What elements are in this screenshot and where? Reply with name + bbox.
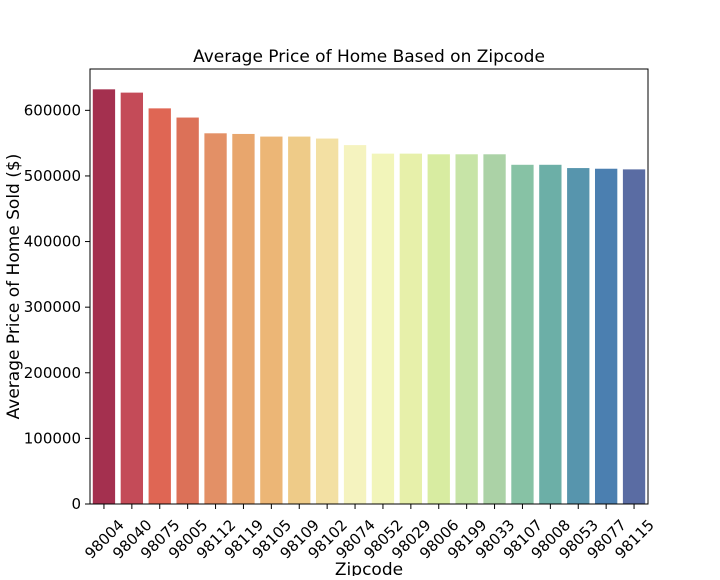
- bar-98105: [260, 136, 283, 504]
- y-tick-label: 600000: [24, 101, 81, 119]
- bar-98107: [511, 164, 534, 505]
- bar-98119: [232, 133, 255, 504]
- bar-98115: [622, 169, 646, 504]
- bar-98109: [288, 136, 311, 504]
- y-tick-label: 0: [71, 495, 81, 513]
- x-axis-label: Zipcode: [335, 560, 403, 576]
- y-axis: 0 100000 200000 300000 400000 500000 600000: [24, 101, 90, 513]
- bar-98053: [567, 168, 590, 504]
- bars-layer: [92, 89, 646, 505]
- bar-98006: [427, 154, 450, 505]
- plot-frame: [89, 68, 649, 505]
- bar-98112: [204, 133, 227, 505]
- bar-98077: [594, 168, 618, 505]
- chart-title: Average Price of Home Based on Zipcode: [193, 47, 545, 67]
- bar-98033: [483, 154, 506, 505]
- bar-98102: [315, 138, 339, 505]
- y-tick-label: 500000: [24, 167, 81, 185]
- y-tick-label: 200000: [24, 364, 81, 382]
- bar-98029: [399, 153, 423, 504]
- bar-98004: [92, 89, 116, 504]
- bar-98199: [455, 154, 478, 505]
- bar-98052: [371, 153, 395, 504]
- bar-98040: [120, 92, 144, 505]
- y-tick-label: 100000: [24, 429, 81, 447]
- y-axis-label: Average Price of Home Sold ($): [4, 154, 24, 420]
- bar-98075: [148, 108, 171, 505]
- bar-98008: [539, 164, 562, 505]
- bar-98074: [343, 145, 367, 505]
- y-tick-label: 400000: [24, 233, 81, 251]
- y-tick-label: 300000: [24, 298, 81, 316]
- bar-98005: [176, 117, 199, 505]
